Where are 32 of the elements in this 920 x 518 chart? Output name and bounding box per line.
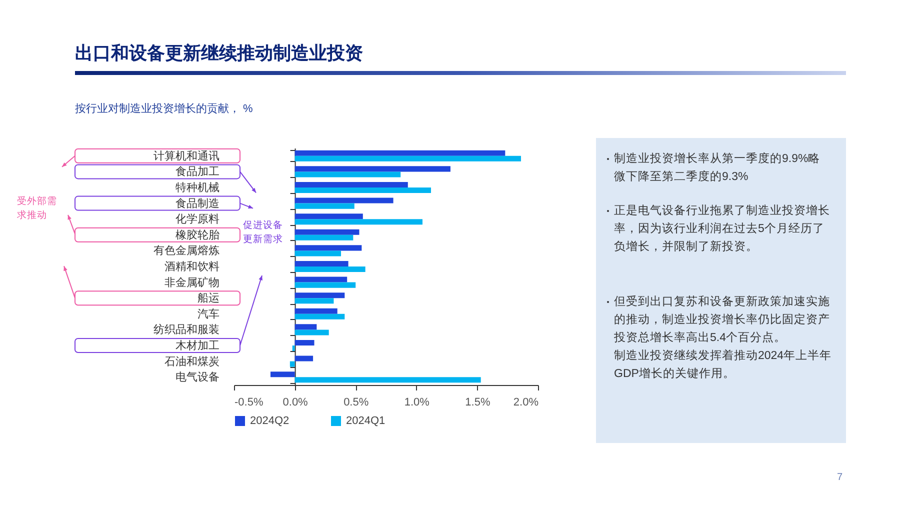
y-tick-label: 食品加工 [176, 165, 220, 178]
y-tick-label: 汽车 [198, 307, 220, 320]
text: 但受到出口复苏和设备更新政策加速实施的推动，制造业投资增长率仍比固定资产投资总增长率高出5.4个百分点。 [614, 294, 831, 346]
legend-label: 2024Q2 [250, 415, 290, 427]
annotation: 促进设备更新需求 [243, 219, 284, 247]
text: 制造业投资增长率从第一季度的9.9%略微下降至第二季度的9.3% [614, 152, 822, 185]
x-tick-label: 0.5% [344, 396, 369, 408]
legend-label: 2024Q1 [346, 415, 386, 427]
x-tick-label: -0.5% [234, 396, 264, 408]
y-tick-label: 酒精和饮料 [164, 260, 220, 273]
y-tick-label: 化学原料 [176, 212, 220, 226]
x-tick-label: 1.5% [465, 396, 490, 408]
y-tick-label: 纺织品和服装 [154, 323, 220, 336]
x-tick-label: 0.0% [282, 396, 308, 408]
chart-subtitle: 按行业对制造业投资增长的贡献， % [75, 102, 253, 116]
y-tick-label: 石油和煤炭 [164, 354, 220, 368]
y-tick-label: 船运 [198, 292, 220, 305]
y-tick-label: 橡胶轮胎 [176, 228, 220, 242]
text: 受外部需求推动 [17, 195, 58, 223]
chart-title: 出口和设备更新继续推动制造业投资 [75, 42, 363, 65]
x-tick-label: 2.0% [513, 396, 539, 408]
y-tick-label: 有色金属熔炼 [154, 244, 220, 258]
text: 正是电气设备行业拖累了制造业投资增长率，因为该行业利润在过去5个月经历了负增长，并限制了新投资。 [614, 204, 831, 255]
y-tick-label: 电气设备 [176, 370, 220, 384]
x-tick-label: 1.0% [404, 396, 430, 408]
text: 7 [837, 472, 843, 483]
y-tick-label: 食品制造 [176, 196, 220, 210]
text: 制造业投资继续发挥着推动2024年上半年GDP增长的关键作用。 [614, 348, 832, 382]
y-tick-label: 特种机械 [176, 181, 220, 194]
y-tick-label: 非金属矿物 [164, 276, 220, 289]
y-tick-label: 木材加工 [176, 339, 220, 352]
y-tick-label: 计算机和通讯 [154, 149, 220, 162]
